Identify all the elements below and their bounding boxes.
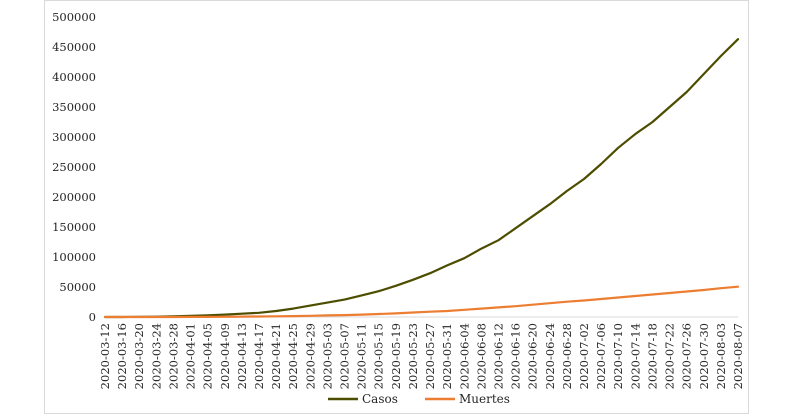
legend-label-casos: Casos: [362, 392, 398, 406]
x-tick-label: 2020-07-02: [577, 323, 591, 389]
x-tick-label: 2020-06-20: [526, 323, 540, 389]
x-tick-label: 2020-03-20: [132, 323, 146, 389]
x-tick-label: 2020-05-23: [406, 323, 420, 389]
x-tick-label: 2020-08-03: [714, 323, 728, 389]
x-tick-label: 2020-07-14: [628, 323, 642, 389]
x-tick-label: 2020-05-07: [338, 323, 352, 389]
legend-label-muertes: Muertes: [459, 392, 510, 406]
x-tick-label: 2020-06-16: [509, 323, 523, 389]
x-tick-label: 2020-07-26: [680, 323, 694, 389]
x-tick-label: 2020-05-27: [423, 323, 437, 389]
x-tick-label: 2020-06-12: [491, 323, 505, 389]
y-tick-label: 100000: [52, 250, 96, 264]
x-tick-label: 2020-05-19: [389, 323, 403, 389]
series-line-casos: [103, 38, 740, 319]
x-tick-label: 2020-06-24: [543, 323, 557, 389]
x-tick-label: 2020-03-16: [115, 323, 129, 389]
y-tick-label: 350000: [52, 100, 96, 114]
x-tick-label: 2020-07-06: [594, 323, 608, 389]
x-tick-label: 2020-04-05: [201, 323, 215, 389]
x-tick-label: 2020-07-22: [663, 323, 677, 389]
x-tick-label: 2020-06-08: [474, 323, 488, 389]
x-tick-label: 2020-04-21: [269, 323, 283, 389]
y-tick-label: 450000: [52, 40, 96, 54]
series-line-muertes: [103, 285, 740, 319]
x-tick-label: 2020-04-25: [286, 323, 300, 389]
y-tick-label: 400000: [52, 70, 96, 84]
x-tick-label: 2020-05-15: [372, 323, 386, 389]
line-chart: 0 50000 100000 150000 200000 250000 300000 3500…: [52, 10, 745, 406]
x-tick-label: 2020-07-18: [645, 323, 659, 389]
x-tick-label: 2020-05-11: [355, 323, 369, 389]
y-tick-label: 50000: [59, 280, 96, 294]
legend: Casos Muertes: [328, 392, 510, 406]
y-tick-label: 250000: [52, 160, 96, 174]
x-tick-label: 2020-03-12: [98, 323, 112, 389]
x-tick-label: 2020-05-31: [440, 323, 454, 389]
chart-frame: 0 50000 100000 150000 200000 250000 300000 3500…: [44, 0, 749, 414]
x-tick-label: 2020-04-17: [252, 323, 266, 389]
y-tick-label: 500000: [52, 10, 96, 24]
x-tick-label: 2020-08-07: [731, 323, 745, 389]
series-lines: [103, 38, 740, 319]
x-tick-label: 2020-04-01: [184, 323, 198, 389]
x-tick-label: 2020-07-10: [611, 323, 625, 389]
x-tick-label: 2020-07-30: [697, 323, 711, 389]
y-tick-label: 200000: [52, 190, 96, 204]
x-tick-label: 2020-06-04: [457, 323, 471, 389]
y-tick-label: 0: [89, 310, 96, 324]
y-axis-ticks: 0 50000 100000 150000 200000 250000 300000 3500…: [52, 10, 96, 324]
x-axis-ticks: 2020-03-12 2020-03-16 2020-03-20 2020-03-24…: [98, 323, 745, 389]
x-tick-label: 2020-06-28: [560, 323, 574, 389]
x-tick-label: 2020-03-28: [166, 323, 180, 389]
x-tick-label: 2020-05-03: [320, 323, 334, 389]
y-tick-label: 300000: [52, 130, 96, 144]
x-tick-label: 2020-04-09: [218, 323, 232, 389]
y-tick-label: 150000: [52, 220, 96, 234]
x-tick-label: 2020-04-29: [303, 323, 317, 389]
x-tick-label: 2020-03-24: [149, 323, 163, 389]
x-tick-label: 2020-04-13: [235, 323, 249, 389]
